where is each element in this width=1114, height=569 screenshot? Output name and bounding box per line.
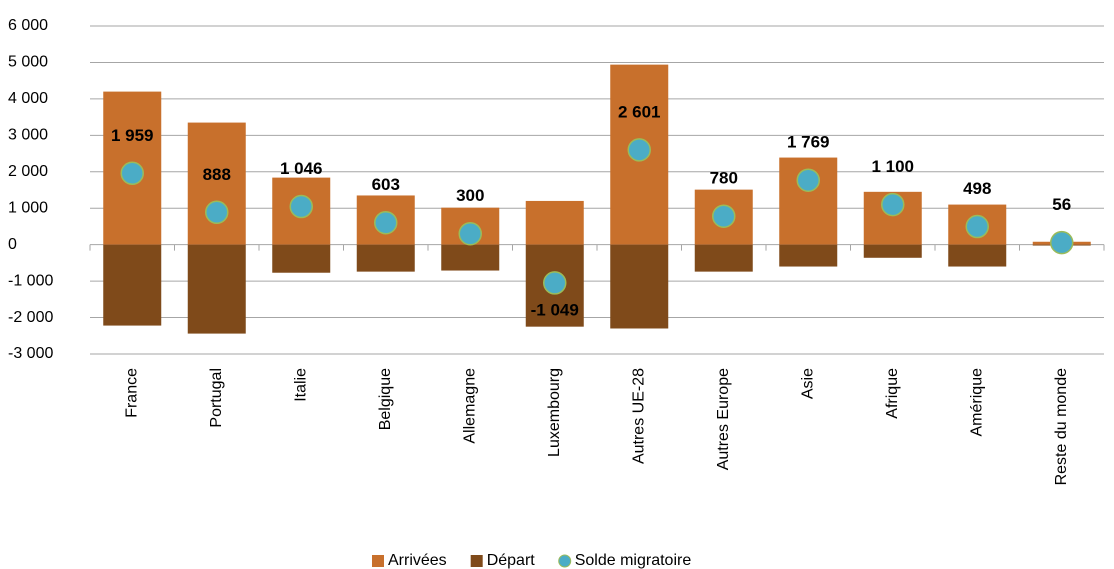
x-tick-label: France <box>123 368 140 418</box>
x-tick-label: Luxembourg <box>546 368 563 457</box>
point <box>796 168 820 192</box>
x-tick-label: Asie <box>799 368 816 399</box>
x-tick-label: Belgique <box>377 368 394 430</box>
legend-label: Arrivées <box>388 552 447 569</box>
point <box>458 221 482 246</box>
y-tick-label: -3 000 <box>8 345 53 362</box>
point <box>965 214 989 239</box>
x-tick-label: Autres Europe <box>715 368 732 470</box>
legend-label: Départ <box>487 552 536 569</box>
y-tick-label: 1 000 <box>8 199 48 216</box>
y-tick-label: 0 <box>8 236 17 253</box>
point <box>205 200 229 225</box>
y-tick-label: 2 000 <box>8 163 48 180</box>
legend-label: Solde migratoire <box>575 552 692 569</box>
legend-swatch <box>372 555 384 567</box>
y-tick-label: -1 000 <box>8 272 53 289</box>
bar <box>441 244 500 271</box>
data-label: 1 100 <box>871 157 914 176</box>
bar <box>103 244 162 326</box>
point <box>881 192 905 217</box>
y-tick-label: 4 000 <box>8 90 48 107</box>
bar <box>187 244 246 334</box>
data-label: 1 769 <box>787 133 830 152</box>
point <box>374 210 398 235</box>
bar <box>610 244 669 329</box>
x-tick-label: Amérique <box>968 368 985 437</box>
y-tick-label: 6 000 <box>8 17 48 34</box>
y-tick-label: 3 000 <box>8 127 48 144</box>
x-tick-label: Portugal <box>208 368 225 428</box>
bar <box>779 244 838 267</box>
data-label: 56 <box>1052 195 1071 214</box>
x-tick-label: Allemagne <box>461 368 478 444</box>
data-label: 888 <box>203 165 231 184</box>
point <box>543 271 567 295</box>
bar <box>272 244 331 273</box>
legend-swatch <box>470 555 483 567</box>
data-label: 498 <box>963 179 991 198</box>
data-label: 780 <box>710 169 738 188</box>
data-label: 603 <box>372 175 400 194</box>
data-label: 2 601 <box>618 102 661 121</box>
x-tick-label: Reste du monde <box>1053 368 1070 486</box>
y-tick-label: 5 000 <box>8 54 48 71</box>
data-label: -1 049 <box>531 300 579 319</box>
data-label: 1 959 <box>111 126 154 145</box>
data-label: 300 <box>456 186 484 205</box>
point <box>712 204 736 228</box>
x-tick-label: Italie <box>292 368 309 402</box>
bar <box>525 200 584 245</box>
bar <box>948 244 1007 267</box>
data-label: 1 046 <box>280 159 323 178</box>
point <box>120 161 144 186</box>
point <box>627 138 651 162</box>
bar <box>694 244 753 272</box>
y-tick-label: -2 000 <box>8 309 53 326</box>
bar <box>356 244 415 272</box>
x-tick-label: Afrique <box>884 368 901 419</box>
point <box>289 194 313 219</box>
bar <box>187 122 246 245</box>
point <box>1050 230 1074 255</box>
bar <box>863 244 922 258</box>
x-tick-label: Autres UE-28 <box>630 368 647 464</box>
legend-swatch <box>558 554 572 568</box>
